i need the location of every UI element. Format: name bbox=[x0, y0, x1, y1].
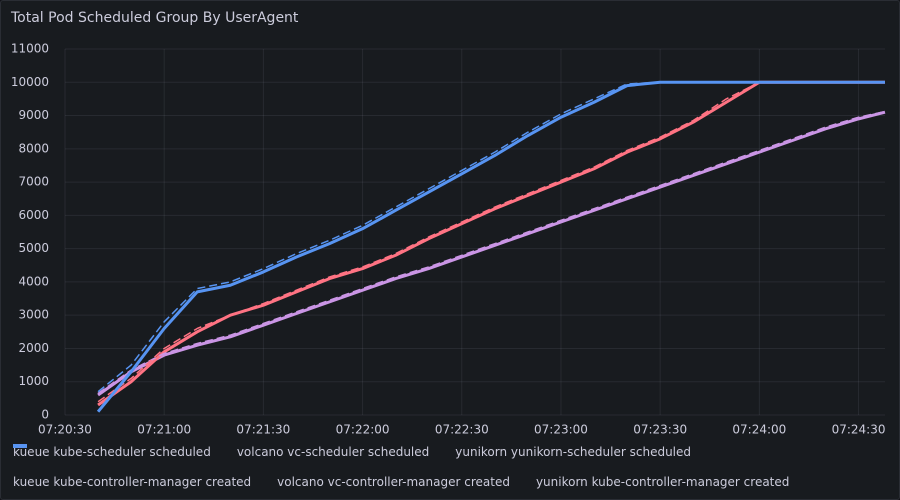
x-tick-label: 07:23:30 bbox=[633, 423, 687, 437]
chart: 0 1000 2000 3000 4000 5000 6000 7000 8000 9000 100… bbox=[11, 42, 886, 437]
x-tick-label: 07:21:00 bbox=[137, 423, 191, 437]
y-tick-label: 5000 bbox=[18, 241, 49, 255]
series-line bbox=[97, 110, 886, 397]
y-tick-label: 10000 bbox=[11, 75, 49, 89]
series-line bbox=[96, 80, 885, 413]
series-line bbox=[97, 110, 886, 394]
legend-item[interactable]: kueue kube-scheduler scheduled bbox=[13, 443, 211, 461]
legend-item[interactable]: yunikorn yunikorn-scheduler scheduled bbox=[13, 443, 692, 461]
y-tick-label: 8000 bbox=[18, 141, 49, 155]
legend-label: kueue kube-controller-manager created bbox=[13, 475, 252, 489]
x-tick-label: 07:21:30 bbox=[236, 423, 290, 437]
legend-label: volcano vc-scheduler scheduled bbox=[236, 445, 430, 459]
x-tick-label: 07:24:30 bbox=[832, 423, 886, 437]
legend-label: volcano vc-controller-manager created bbox=[277, 475, 510, 489]
y-tick-label: 6000 bbox=[18, 208, 49, 222]
x-tick-label: 07:20:30 bbox=[38, 423, 92, 437]
legend: kueue kube-scheduler scheduled volcano vc… bbox=[13, 443, 893, 491]
y-tick-label: 3000 bbox=[18, 308, 49, 322]
legend-swatch bbox=[13, 444, 27, 448]
legend-item[interactable]: volcano vc-scheduler scheduled bbox=[13, 443, 430, 461]
legend-item[interactable]: yunikorn kube-controller-manager created bbox=[13, 444, 790, 491]
y-tick-label: 1000 bbox=[18, 374, 49, 388]
series-line bbox=[97, 81, 885, 393]
y-tick-label: 7000 bbox=[18, 175, 49, 189]
x-tick-label: 07:22:00 bbox=[336, 423, 390, 437]
y-tick-label: 4000 bbox=[18, 274, 49, 288]
x-tick-label: 07:23:00 bbox=[534, 423, 588, 437]
legend-label: kueue kube-scheduler scheduled bbox=[13, 445, 211, 459]
legend-item[interactable]: volcano vc-controller-manager created bbox=[13, 444, 510, 491]
x-tick-label: 07:22:30 bbox=[435, 423, 489, 437]
series-line bbox=[97, 81, 885, 403]
y-tick-label: 9000 bbox=[18, 108, 49, 122]
panel-title: Total Pod Scheduled Group By UserAgent bbox=[11, 10, 299, 26]
legend-label: yunikorn kube-controller-manager created bbox=[535, 475, 790, 489]
x-tick-label: 07:24:00 bbox=[732, 423, 786, 437]
legend-item[interactable]: kueue kube-controller-manager created bbox=[13, 444, 252, 491]
y-tick-label: 11000 bbox=[11, 42, 49, 56]
y-tick-label: 2000 bbox=[18, 341, 49, 355]
legend-label: yunikorn yunikorn-scheduler scheduled bbox=[455, 445, 692, 459]
series-line bbox=[97, 80, 885, 407]
y-tick-label: 0 bbox=[41, 408, 49, 422]
